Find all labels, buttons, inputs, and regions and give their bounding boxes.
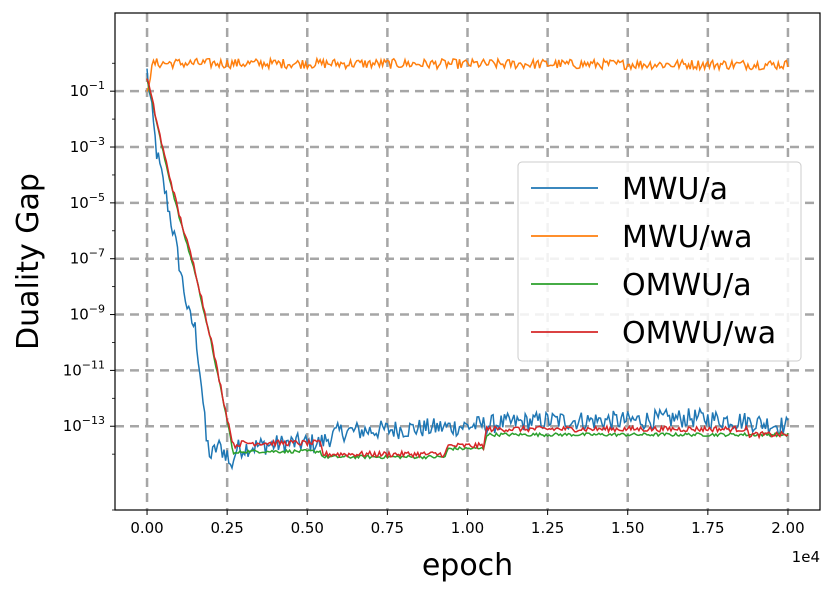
legend-label: OMWU/a <box>622 268 752 303</box>
legend-box <box>517 161 802 362</box>
y-tick-label: 10−3 <box>70 135 105 156</box>
x-tick-label: 1.50 <box>611 519 644 537</box>
legend-label: MWU/a <box>622 172 728 207</box>
x-tick-label: 1.00 <box>451 519 484 537</box>
x-tick-label: 0.00 <box>130 519 163 537</box>
legend-label: MWU/wa <box>622 220 753 255</box>
y-tick-label: 10−1 <box>70 79 105 100</box>
legend: MWU/a MWU/wa OMWU/a OMWU/wa <box>517 161 802 362</box>
x-tick-label: 1.75 <box>691 519 724 537</box>
series-line-mwu-wa <box>146 55 789 92</box>
legend-label: OMWU/wa <box>622 316 776 351</box>
series-line-omwu-wa <box>146 78 789 459</box>
y-tick-label: 10−11 <box>63 358 105 379</box>
x-tick-label: 0.50 <box>291 519 324 537</box>
y-tick-label: 10−7 <box>70 247 105 268</box>
x-tick-label: 0.25 <box>210 519 243 537</box>
y-tick-label: 10−13 <box>63 414 105 435</box>
ticks: 0.00 0.25 0.50 0.75 1.00 1.25 1.50 1.75 2.00 10−1… <box>63 62 805 537</box>
y-axis-label: Duality Gap <box>11 173 46 350</box>
y-tick-label: 10−9 <box>70 303 105 324</box>
series-line-omwu-a <box>146 78 789 460</box>
y-tick-label: 10−5 <box>70 191 105 212</box>
x-tick-label: 1.25 <box>531 519 564 537</box>
x-axis-offset-label: 1e4 <box>792 548 820 566</box>
x-axis-label: epoch <box>422 548 513 583</box>
series-lines <box>146 55 789 471</box>
x-tick-label: 0.75 <box>371 519 404 537</box>
x-tick-label: 2.00 <box>771 519 804 537</box>
